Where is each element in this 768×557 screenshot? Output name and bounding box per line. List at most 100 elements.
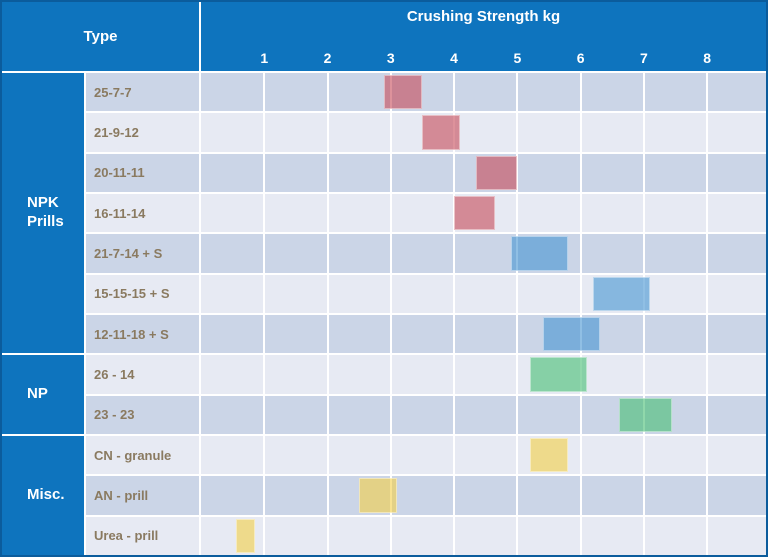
gridline [516,516,519,555]
chart-row [201,476,766,515]
type-header-cell: Type [2,2,199,71]
gridline [642,193,645,233]
gridline [326,193,329,233]
gridline [516,476,519,515]
range-bar-red [476,155,518,190]
gridline [453,274,456,313]
range-bar-blue [542,316,600,352]
gridline [516,314,519,354]
range-bar-green [530,357,587,392]
gridline [263,193,266,233]
axis-tick-label: 4 [450,50,458,66]
gridline [642,113,645,152]
gridline [326,73,329,112]
gridline [326,113,329,152]
chart-row [201,516,766,555]
row-label: AN - prill [86,476,199,515]
gridline [389,193,392,233]
gridline [516,395,519,434]
chart-row [201,274,766,313]
gridline [263,355,266,394]
gridline [642,516,645,555]
gridline [453,435,456,475]
gridline [516,113,519,152]
group-label-misc: Misc. [2,435,84,555]
gridline [706,435,709,475]
range-bar-red [384,75,423,110]
row-label: 21-7-14 + S [86,234,199,273]
gridline [706,274,709,313]
gridline [389,113,392,152]
range-bar-green [618,397,673,432]
axis-header: Crushing Strength kg 1 2 3 4 5 6 7 8 [201,2,766,71]
chart-row [201,234,766,273]
gridline [579,234,582,273]
gridline [579,435,582,475]
gridline [642,234,645,273]
gridline [642,314,645,354]
gridline [706,234,709,273]
gridline [453,314,456,354]
gridline [706,73,709,112]
gridline [642,355,645,394]
gridline [263,476,266,515]
gridline [326,274,329,313]
row-label: 25-7-7 [86,73,199,112]
gridline [326,395,329,434]
gridline [453,355,456,394]
gridline [579,516,582,555]
gridline [453,234,456,273]
row-label: 12-11-18 + S [86,314,199,354]
gridline [389,314,392,354]
range-bar-blue [593,276,651,311]
gridline [642,73,645,112]
row-label: 21-9-12 [86,113,199,152]
chart-row [201,73,766,112]
gridline [706,355,709,394]
range-bar-yellow [530,437,568,473]
gridline [642,476,645,515]
gridline [389,153,392,192]
axis-tick-label: 2 [323,50,332,66]
gridline [263,274,266,313]
gridline [579,153,582,192]
chart-row [201,153,766,192]
range-bar-red [454,195,496,231]
gridline [453,395,456,434]
gridline [326,153,329,192]
table-header: Type Crushing Strength kg 1 2 3 4 5 6 7 8 [2,2,766,71]
gridline [263,314,266,354]
gridline [453,73,456,112]
gridline [516,193,519,233]
gridline [389,274,392,313]
gridline [389,516,392,555]
gridline [326,355,329,394]
gridline [516,435,519,475]
gridline [706,516,709,555]
gridline [642,435,645,475]
axis-tick-label: 7 [639,50,648,66]
type-header-label: Type [83,28,118,45]
axis-tick-label: 3 [386,50,395,66]
gridline [263,435,266,475]
row-label: CN - granule [86,435,199,475]
range-bar-red [422,115,461,150]
gridline [579,274,582,313]
row-label: Urea - prill [86,516,199,555]
row-label: 26 - 14 [86,355,199,394]
axis-tick-label: 1 [260,50,269,66]
gridline [263,113,266,152]
gridline [389,355,392,394]
gridline [516,274,519,313]
gridline [706,476,709,515]
gridline [453,476,456,515]
gridline [263,73,266,112]
chart-row [201,355,766,394]
gridline [263,153,266,192]
range-bar-blue [511,236,568,271]
row-label: 16-11-14 [86,193,199,233]
gridline [579,193,582,233]
gridline [516,153,519,192]
axis-tick-label: 6 [576,50,585,66]
